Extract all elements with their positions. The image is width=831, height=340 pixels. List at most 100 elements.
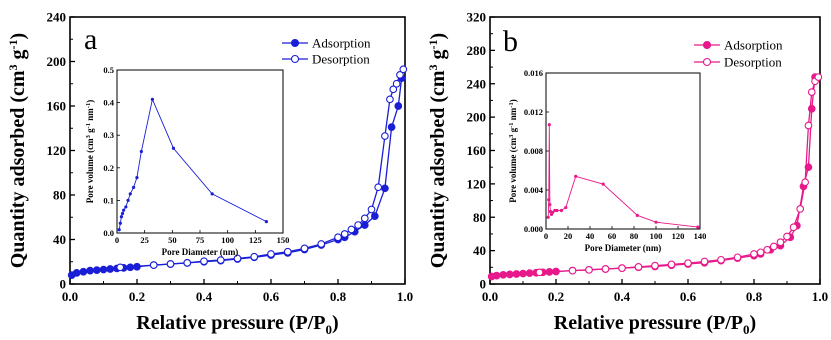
- y-tick-label: 40: [53, 232, 66, 247]
- inset-data-point: [574, 175, 577, 178]
- panel-letter: b: [503, 25, 518, 58]
- inset-data-point: [126, 199, 129, 202]
- inset-y-tick-label: 0.3: [103, 130, 114, 140]
- data-point-desorption: [375, 184, 382, 191]
- x-tick-label: 0.8: [330, 289, 347, 304]
- data-point-desorption: [268, 251, 275, 258]
- x-axis-title: Relative pressure (P/P0): [136, 312, 338, 337]
- inset-x-tick-label: 0: [115, 235, 119, 245]
- x-tick-label: 0.4: [196, 289, 213, 304]
- data-point-desorption: [652, 262, 659, 269]
- data-point-desorption: [382, 133, 389, 140]
- inset-data-point: [121, 212, 124, 215]
- data-point-adsorption: [87, 267, 94, 274]
- inset-data-point: [602, 183, 605, 186]
- inset-data-point: [265, 220, 268, 223]
- data-point-adsorption: [507, 271, 514, 278]
- inset-x-tick-label: 50: [168, 235, 177, 245]
- inset-data-point: [636, 214, 639, 217]
- inset-data-point: [124, 205, 127, 208]
- inset-data-point: [140, 150, 143, 153]
- inset-data-point: [564, 206, 567, 209]
- x-tick-label: 0.6: [263, 289, 280, 304]
- inset-data-point: [547, 216, 550, 219]
- data-point-desorption: [668, 261, 675, 268]
- y-tick-label: 0: [60, 277, 67, 292]
- data-point-desorption: [318, 241, 325, 248]
- inset-y-tick-label: 0.016: [524, 68, 543, 78]
- data-point-desorption: [808, 89, 815, 96]
- inset-x-tick-label: 120: [672, 231, 685, 241]
- inset-data-point: [135, 176, 138, 179]
- inset-chart: 0 20 40 60 80 100 120 140 0.000 0.004 0.008 0.012 0.…: [508, 68, 706, 253]
- data-point-adsorption: [100, 266, 107, 273]
- data-point-desorption: [368, 206, 375, 213]
- data-point-desorption: [217, 257, 224, 264]
- data-point-desorption: [393, 80, 400, 87]
- data-point-desorption: [815, 74, 822, 81]
- data-point-desorption: [797, 206, 804, 213]
- inset-x-tick-label: 40: [586, 231, 595, 241]
- y-axis-title-mid: g: [7, 49, 29, 64]
- data-point-desorption: [341, 231, 348, 238]
- x-tick-label: 0.2: [129, 289, 145, 304]
- data-point-desorption: [701, 258, 708, 265]
- inset-data-point: [211, 192, 214, 195]
- panel-b: 0.0 0.2 0.4 0.6 0.8 1.00408012016020024028032…: [426, 10, 828, 338]
- inset-y-tick-label: 0.000: [524, 224, 543, 234]
- inset-data-point: [151, 98, 154, 101]
- data-point-adsorption: [520, 270, 527, 277]
- data-point-desorption: [362, 215, 369, 222]
- inset-data-point: [129, 192, 132, 195]
- inset-y-tick-label: 0.0: [103, 228, 114, 238]
- legend-label: Desorption: [312, 52, 370, 67]
- data-point-desorption: [569, 267, 576, 274]
- inset-y-title-mid: nm: [85, 108, 95, 123]
- data-point-desorption: [150, 262, 157, 269]
- data-point-desorption: [355, 222, 362, 229]
- data-point-desorption: [790, 224, 797, 231]
- data-point-adsorption: [107, 266, 114, 273]
- inset-data-point: [132, 186, 135, 189]
- data-point-desorption: [387, 96, 394, 103]
- y-tick-label: 240: [47, 10, 67, 25]
- y-tick-label: 120: [47, 143, 67, 158]
- inset-x-tick-label: 150: [277, 235, 290, 245]
- data-point-desorption: [167, 261, 174, 268]
- data-point-adsorption: [513, 271, 520, 278]
- data-point-adsorption: [73, 270, 80, 277]
- y-tick-label: 160: [467, 143, 487, 158]
- legend-label: Adsorption: [724, 38, 783, 53]
- data-point-desorption: [117, 264, 124, 271]
- inset-y-tick-label: 0.004: [524, 185, 544, 195]
- x-tick-label: 0.4: [614, 289, 631, 304]
- inset-data-point: [555, 209, 558, 212]
- data-point-desorption: [635, 264, 642, 271]
- data-point-adsorption: [500, 272, 507, 279]
- x-axis-title-main: Relative pressure (P/P: [554, 312, 743, 334]
- inset-x-tick-label: 140: [694, 231, 707, 241]
- inset-data-point: [696, 225, 699, 228]
- y-axis-title-sup: -1: [6, 39, 20, 49]
- inset-x-tick-label: 25: [140, 235, 149, 245]
- inset-data-point: [548, 123, 551, 126]
- inset-data-point: [560, 209, 563, 212]
- x-tick-label: 1.0: [397, 289, 413, 304]
- inset-x-axis-title: Pore Diameter (nm): [162, 247, 239, 257]
- y-tick-label: 0: [480, 277, 487, 292]
- data-point-desorption: [284, 248, 291, 255]
- inset-x-axis-title: Pore Diameter (nm): [585, 243, 662, 253]
- inset-data-point: [548, 203, 551, 206]
- data-point-adsorption: [362, 222, 369, 229]
- y-tick-label: 280: [467, 43, 487, 58]
- y-tick-label: 200: [47, 54, 67, 69]
- data-point-desorption: [400, 66, 407, 73]
- inset-y-title-close: ): [508, 99, 518, 102]
- data-point-adsorption: [80, 268, 87, 275]
- inset-y-title-main: Pore volume (cm: [508, 137, 518, 202]
- data-point-desorption: [685, 260, 692, 267]
- inset-y-tick-label: 0.008: [524, 146, 543, 156]
- data-point-desorption: [536, 269, 543, 276]
- y-axis-title-close: ): [7, 33, 29, 40]
